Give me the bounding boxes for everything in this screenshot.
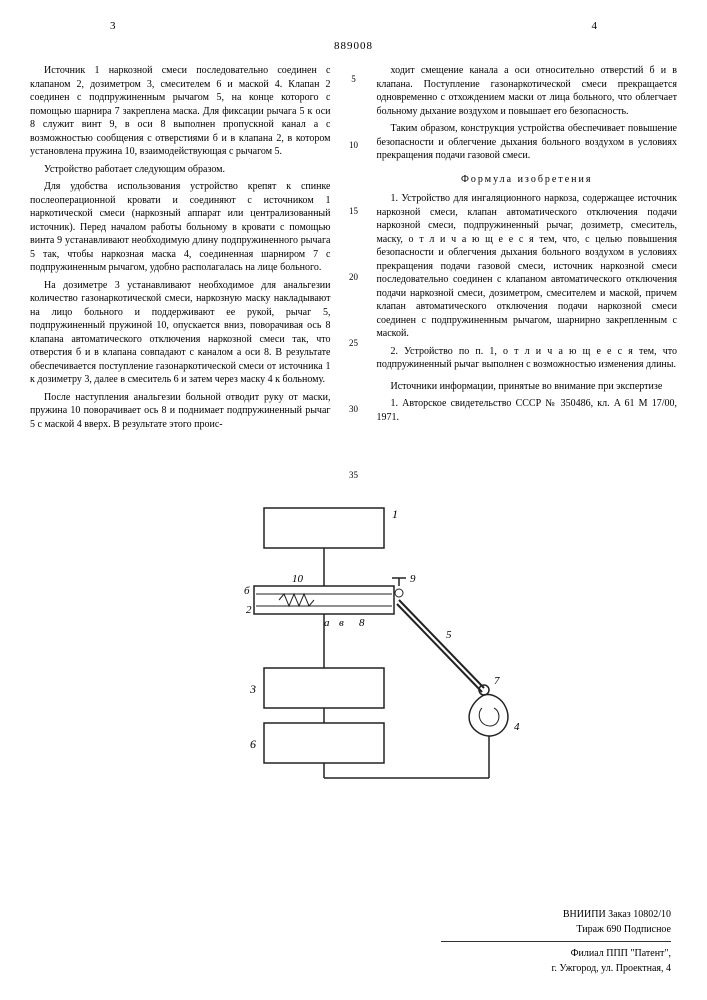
line-num: 10 [349,140,358,150]
footer-line: Филиал ППП "Патент", [441,946,671,961]
para: На дозиметре 3 устанавливают необходимое… [30,279,331,387]
page-column-numbers: 3 4 [30,20,677,40]
line-num: 5 [351,74,356,84]
fig-label-1: 1 [392,507,398,521]
footer-line: ВНИИПИ Заказ 10802/10 [441,907,671,922]
left-col-num: 3 [110,20,116,32]
para: Для удобства использования устройство кр… [30,180,331,275]
para: Таким образом, конструкция устройства об… [377,122,678,163]
text-columns: Источник 1 наркозной смеси последователь… [30,64,677,480]
formula-heading: Формула изобретения [377,173,678,187]
sources-heading: Источники информации, принятые во вниман… [377,380,678,394]
fig-label-7: 7 [494,675,500,687]
claim: 1. Устройство для ингаляционного наркоза… [377,192,678,341]
line-number-gutter: 5 10 15 20 25 30 35 [347,64,361,480]
para: Источник 1 наркозной смеси последователь… [30,64,331,159]
fig-label-10: 10 [292,573,304,585]
fig-label-8: 8 [359,617,365,629]
fig-label-5: 5 [446,629,452,641]
source-item: 1. Авторское свидетельство СССР № 350486… [377,397,678,424]
right-column: ходит смещение канала а оси относительно… [377,64,678,480]
fig-label-b: б [244,585,250,597]
claim: 2. Устройство по п. 1, о т л и ч а ю щ е… [377,345,678,372]
patent-figure: 1 10 б а в 2 9 8 5 [184,498,524,793]
fig-label-a: а [324,617,330,629]
fig-label-v: в [339,617,344,629]
line-num: 30 [349,404,358,414]
fig-label-3: 3 [249,682,256,696]
line-num: 25 [349,338,358,348]
line-num: 35 [349,470,358,480]
fig-label-9: 9 [410,573,416,585]
line-num: 20 [349,272,358,282]
para: После наступления анальгезии больной отв… [30,391,331,432]
imprint-footer: ВНИИПИ Заказ 10802/10 Тираж 690 Подписно… [441,907,671,976]
footer-line: г. Ужгород, ул. Проектная, 4 [441,961,671,976]
fig-label-2: 2 [246,604,252,616]
fig-label-4: 4 [514,721,520,733]
para: Устройство работает следующим образом. [30,163,331,177]
footer-divider [441,941,671,942]
footer-line: Тираж 690 Подписное [441,922,671,937]
left-column: Источник 1 наркозной смеси последователь… [30,64,331,480]
right-col-num: 4 [592,20,598,32]
line-num: 15 [349,206,358,216]
patent-number: 889008 [30,40,677,52]
fig-label-6: 6 [250,737,256,751]
para: ходит смещение канала а оси относительно… [377,64,678,118]
